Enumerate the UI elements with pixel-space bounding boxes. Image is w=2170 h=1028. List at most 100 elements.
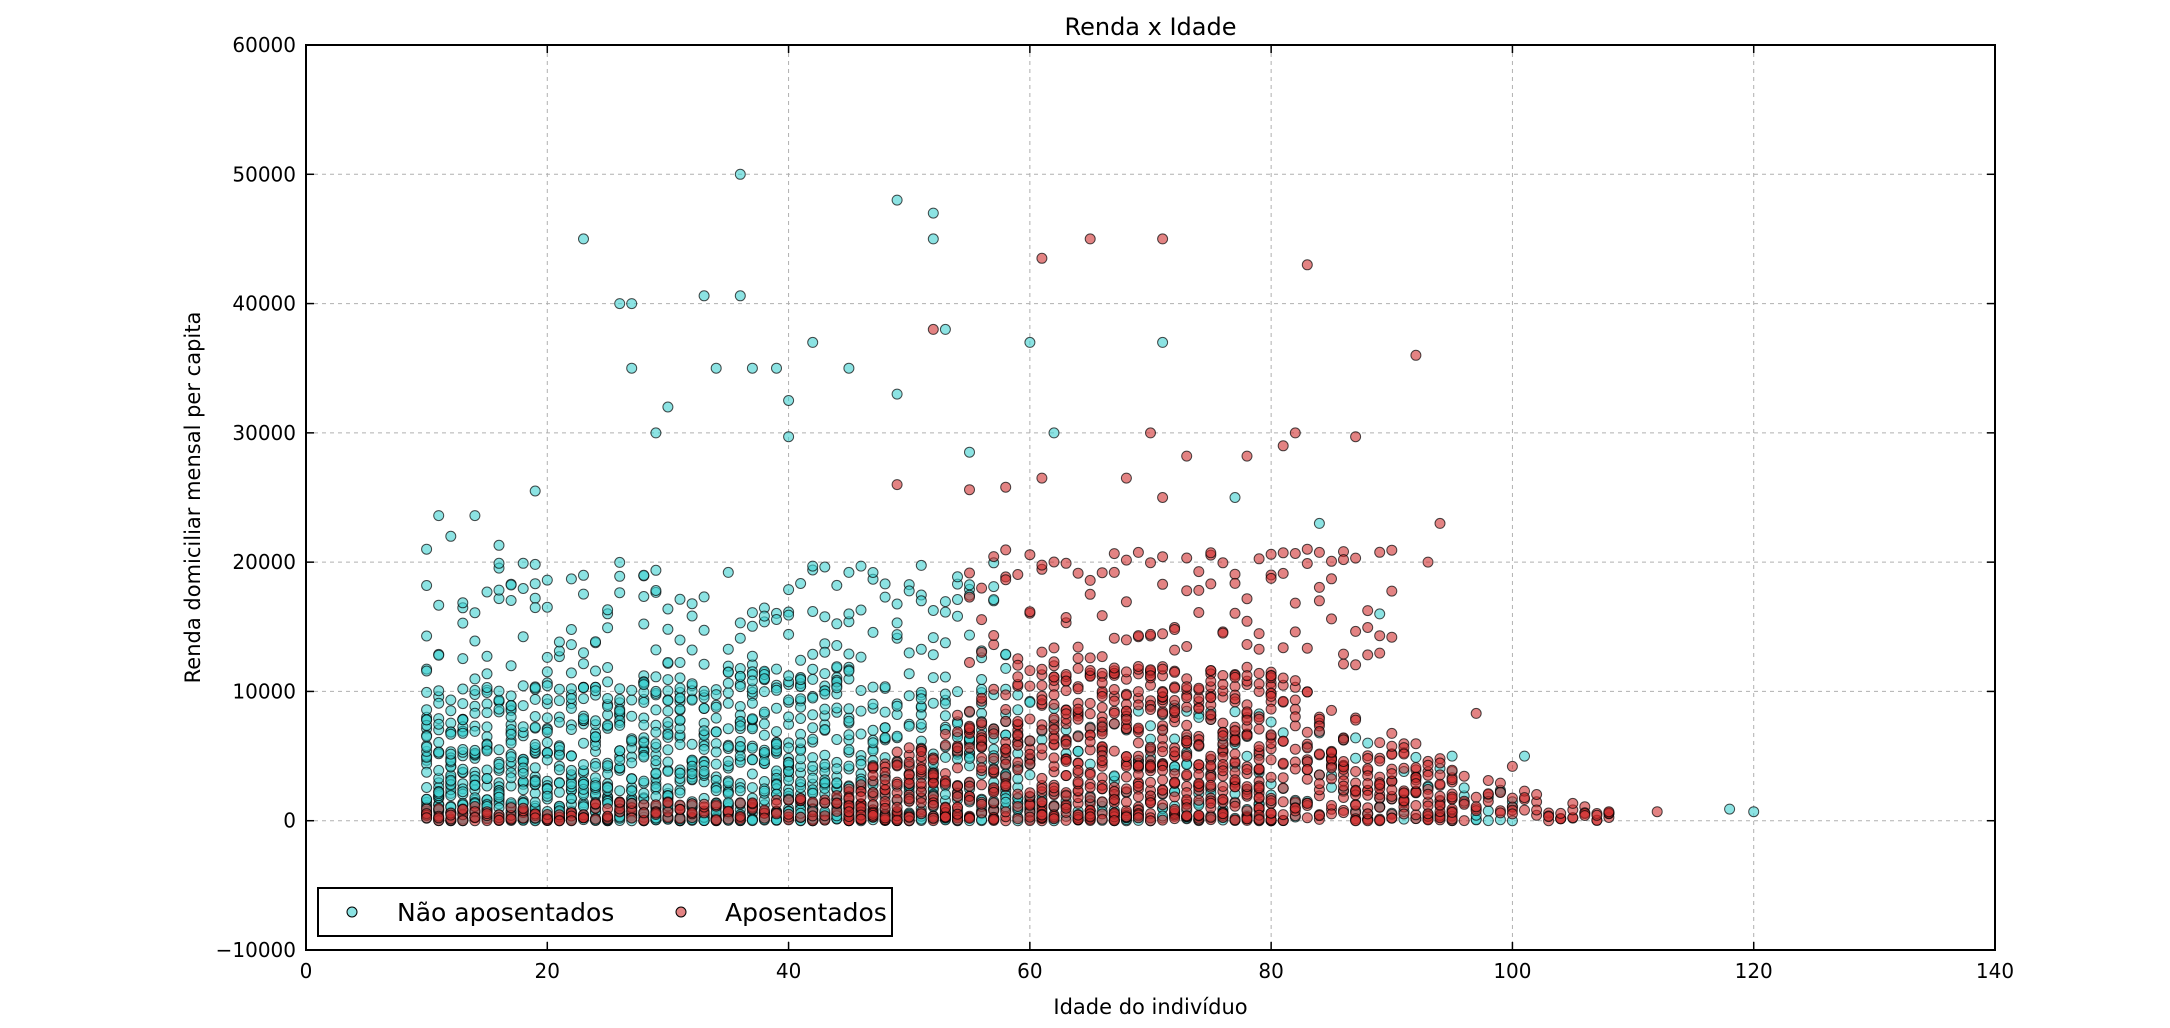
data-point <box>1386 585 1398 597</box>
data-point <box>505 595 517 606</box>
data-point <box>1157 708 1169 719</box>
data-point <box>481 773 493 784</box>
data-point <box>638 618 650 630</box>
data-point <box>1217 808 1229 820</box>
data-point <box>433 685 445 697</box>
data-point <box>686 738 698 750</box>
data-point <box>1084 665 1096 676</box>
data-point <box>1181 585 1193 597</box>
data-point <box>698 743 710 755</box>
data-point <box>819 797 831 809</box>
data-point <box>493 791 505 803</box>
data-point <box>1229 706 1241 718</box>
data-point <box>843 703 855 715</box>
data-point <box>1157 628 1169 640</box>
data-point <box>1000 806 1012 818</box>
data-point <box>976 614 988 626</box>
data-point <box>1132 791 1144 803</box>
data-point <box>650 807 662 819</box>
data-point <box>1301 543 1313 555</box>
data-point <box>939 778 951 790</box>
data-point <box>1301 686 1313 698</box>
data-point <box>831 661 843 673</box>
data-point <box>807 692 819 704</box>
data-point <box>1096 567 1108 579</box>
x-tick-label: 100 <box>1493 959 1531 983</box>
data-point <box>1301 642 1313 654</box>
data-point <box>1422 759 1434 771</box>
data-point <box>1108 770 1120 782</box>
data-point <box>1145 720 1156 732</box>
data-point <box>758 610 770 622</box>
data-point <box>1724 803 1736 815</box>
data-point <box>831 640 843 651</box>
data-point <box>1145 427 1156 439</box>
data-point <box>976 717 988 729</box>
data-point <box>1229 734 1241 746</box>
data-point <box>1217 793 1229 805</box>
data-point <box>1000 796 1012 808</box>
data-point <box>578 682 589 694</box>
data-point <box>469 673 481 685</box>
data-point <box>565 724 577 735</box>
data-point <box>1326 808 1337 820</box>
data-point <box>1169 813 1181 825</box>
data-point <box>1410 349 1422 361</box>
data-point <box>662 705 674 717</box>
data-point <box>1241 639 1253 650</box>
data-point <box>1157 336 1169 348</box>
data-point <box>469 812 481 823</box>
data-point <box>1000 481 1012 493</box>
data-point <box>1012 788 1024 800</box>
data-point <box>1120 771 1132 783</box>
data-point <box>843 665 855 677</box>
data-point <box>1036 252 1048 264</box>
data-point <box>819 758 831 770</box>
data-point <box>1048 724 1060 735</box>
data-point <box>795 654 807 666</box>
data-point <box>1036 472 1048 484</box>
data-point <box>1265 729 1277 741</box>
data-point <box>771 726 782 738</box>
data-point <box>1181 735 1193 747</box>
data-point <box>638 696 650 708</box>
legend-label-aposentados: Aposentados <box>725 898 887 927</box>
data-point <box>469 684 481 696</box>
data-point <box>819 561 831 573</box>
data-point <box>1084 736 1096 748</box>
data-point <box>1362 605 1374 617</box>
data-point <box>1277 782 1289 794</box>
data-point <box>1084 588 1096 600</box>
data-point <box>517 802 529 814</box>
data-point <box>1205 797 1217 809</box>
data-point <box>433 510 445 522</box>
data-point <box>964 579 975 591</box>
data-point <box>662 728 674 740</box>
data-point <box>1169 682 1181 694</box>
data-point <box>1000 689 1012 701</box>
data-point <box>807 810 819 822</box>
data-point <box>1313 546 1325 558</box>
data-point <box>1241 615 1253 627</box>
data-point <box>1108 566 1120 578</box>
data-point <box>698 591 710 603</box>
data-point <box>1132 630 1144 642</box>
data-point <box>650 564 662 576</box>
data-point <box>1446 791 1458 803</box>
data-point <box>421 766 433 778</box>
data-point <box>783 711 795 723</box>
data-point <box>1205 547 1217 559</box>
data-point <box>541 712 553 724</box>
data-point <box>1157 578 1169 590</box>
data-point <box>1060 755 1072 767</box>
data-point <box>1120 751 1132 763</box>
data-point <box>638 807 650 819</box>
data-point <box>1301 764 1313 775</box>
data-point <box>1108 662 1120 674</box>
data-point <box>1193 794 1205 806</box>
data-point <box>1120 714 1132 725</box>
data-point <box>1193 607 1205 618</box>
data-point <box>626 798 638 809</box>
data-point <box>746 620 758 632</box>
data-point <box>1048 642 1060 654</box>
